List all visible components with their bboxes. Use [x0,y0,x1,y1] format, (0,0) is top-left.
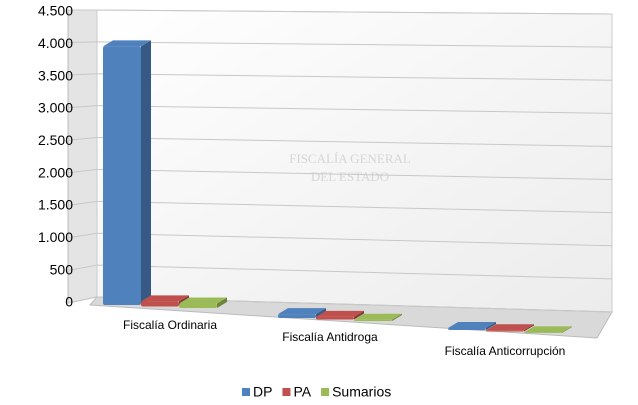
grid-line [96,73,613,81]
bar-front [316,316,354,320]
legend-label: PA [293,384,311,400]
grid-line-side [67,105,98,109]
bar [486,324,534,332]
y-tick-label: 4.000 [38,35,73,51]
bar-front [179,303,217,308]
legend-swatch [282,388,291,396]
y-tick-label: 4.500 [38,3,73,19]
y-tick-label: 0 [65,294,73,310]
y-tick-label: 500 [50,261,74,277]
bar-front [141,301,179,307]
bar-front [524,332,562,333]
bar [448,322,496,330]
grid-line-side [67,264,98,271]
watermark: DEL ESTADO [311,169,389,184]
grid-line-side [67,296,98,304]
grid-line-side [67,168,98,174]
grid-line [96,264,613,280]
bar-side [141,40,151,305]
grid-line-side [67,232,98,239]
bar [179,297,227,308]
bar [316,310,364,320]
bar-side [217,297,227,308]
bar-top [354,313,402,320]
bar-side [486,322,496,330]
legend: DP PA Sumarios [242,384,391,400]
bar-top [141,295,189,302]
watermark: FISCALÍA GENERAL [289,151,411,166]
grid-line-side [67,73,98,76]
bar-top [316,310,364,317]
bar-side [524,324,534,332]
y-tick-label: 2.500 [38,132,73,148]
grid-line [96,232,613,247]
grid-line [96,200,613,214]
legend-swatch [321,388,330,396]
grid-line-side [67,41,98,44]
legend-label: Sumarios [332,384,391,400]
bar-front [354,319,392,321]
bar-top [179,297,227,304]
bar [354,313,402,321]
bar-top [524,326,572,333]
bar-side [354,310,364,320]
grid-line [96,9,613,15]
bar-front [103,46,141,305]
legend-label: DP [253,384,272,400]
bar-front [448,328,486,330]
bar [103,40,151,305]
grid-line [96,168,613,181]
grid-line-side [67,137,98,141]
grid-line [96,41,613,48]
y-tick-label: 3.500 [38,67,73,83]
y-tick-label: 1.500 [38,197,73,213]
grid-line-side [67,200,98,206]
y-tick-label: 2.000 [38,164,73,180]
y-tick-label: 3.000 [38,100,73,116]
bar [524,326,572,333]
bar-front [278,314,316,318]
bar-side [392,313,402,321]
grid-line [96,105,613,114]
plot [67,9,613,333]
bar-top [278,308,326,315]
x-tick-label: Fiscalía Ordinaria [123,318,217,332]
bar-top [103,40,151,47]
x-tick-label: Fiscalía Antidroga [282,330,378,344]
grid-line [96,137,613,147]
bar-top [486,324,534,331]
bar-side [562,326,572,333]
x-tick-label: Fiscalía Anticorrupción [445,344,566,358]
bar-top [448,322,496,329]
bar-front [486,330,524,332]
legend-swatch [242,388,250,396]
y-tick-label: 1.000 [38,229,73,245]
side-wall [67,9,98,304]
